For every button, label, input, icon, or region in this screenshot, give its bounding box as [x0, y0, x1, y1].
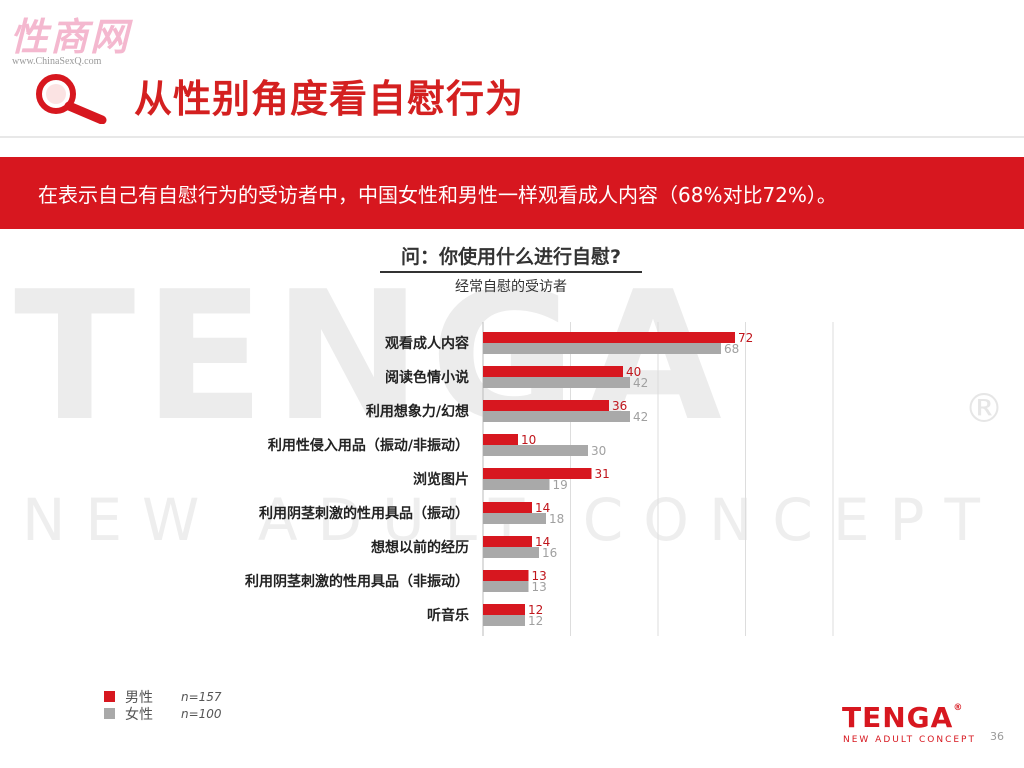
data-label: 13	[532, 580, 547, 594]
page-number: 36	[990, 730, 1004, 743]
data-label: 12	[528, 603, 543, 617]
data-label: 31	[595, 467, 610, 481]
bar-female	[483, 411, 630, 422]
legend-item-male: 男性 n=157	[104, 688, 222, 706]
tenga-logo-tagline: NEW ADULT CONCEPT	[843, 735, 976, 745]
legend-swatch-female	[104, 708, 115, 719]
data-label: 42	[633, 376, 648, 390]
bar-male	[483, 332, 735, 343]
data-label: 72	[738, 331, 753, 345]
bar-male	[483, 570, 529, 581]
bar-male	[483, 468, 592, 479]
magnifier-icon	[36, 74, 107, 124]
title-divider	[0, 136, 1024, 138]
chart-question: 问：你使用什么进行自慰?	[380, 242, 642, 273]
watermark-url: www.ChinaSexQ.com	[12, 56, 102, 67]
data-label: 18	[549, 512, 564, 526]
tenga-logo-mark: ®	[953, 703, 964, 713]
bar-male	[483, 400, 609, 411]
data-label: 10	[521, 433, 536, 447]
data-label: 19	[553, 478, 568, 492]
category-label: 利用想象力/幻想	[366, 403, 469, 420]
background-registered-mark: ®	[964, 386, 1004, 432]
page-title: 从性别角度看自慰行为	[134, 77, 525, 121]
summary-banner: 在表示自己有自慰行为的受访者中，中国女性和男性一样观看成人内容（68%对比72%…	[0, 157, 1024, 229]
data-label: 14	[535, 535, 550, 549]
category-label: 想想以前的经历	[370, 539, 469, 556]
bar-female	[483, 547, 539, 558]
category-label: 听音乐	[427, 607, 469, 624]
watermark-site-name: 性商网	[10, 14, 131, 59]
data-label: 40	[626, 365, 641, 379]
data-label: 12	[528, 614, 543, 628]
legend-sample-size-male: n=157	[181, 689, 222, 704]
data-label: 16	[542, 546, 557, 560]
data-label: 42	[633, 410, 648, 424]
data-label: 30	[591, 444, 606, 458]
bar-female	[483, 377, 630, 388]
data-label: 13	[532, 569, 547, 583]
bar-female	[483, 615, 525, 626]
legend-item-female: 女性 n=100	[104, 705, 222, 723]
bar-male	[483, 366, 623, 377]
bar-male	[483, 604, 525, 615]
bar-female	[483, 581, 529, 592]
category-label: 浏览图片	[413, 471, 469, 488]
bar-female	[483, 343, 721, 354]
data-label: 36	[612, 399, 627, 413]
legend-label-male: 男性	[125, 689, 153, 706]
summary-banner-text: 在表示自己有自慰行为的受访者中，中国女性和男性一样观看成人内容（68%对比72%…	[38, 183, 837, 207]
legend-swatch-male	[104, 691, 115, 702]
category-label: 利用阴茎刺激的性用具品（非振动）	[245, 573, 469, 590]
legend-sample-size-female: n=100	[181, 706, 222, 721]
bar-female	[483, 513, 546, 524]
category-label: 利用性侵入用品（振动/非振动）	[268, 437, 469, 454]
category-label: 观看成人内容	[385, 335, 469, 352]
bar-male	[483, 434, 518, 445]
tenga-logo-text: TENGA	[842, 701, 954, 734]
bar-female	[483, 479, 550, 490]
legend-label-female: 女性	[125, 706, 153, 723]
bar-male	[483, 536, 532, 547]
bar-female	[483, 445, 588, 456]
category-label: 利用阴茎刺激的性用具品（振动）	[259, 505, 469, 522]
chart-legend: 男性 n=157 女性 n=100	[104, 688, 222, 723]
data-label: 14	[535, 501, 550, 515]
data-label: 68	[724, 342, 739, 356]
category-label: 阅读色情小说	[385, 369, 469, 386]
chart-subtitle: 经常自慰的受访者	[455, 279, 567, 295]
tenga-logo: TENGA®	[842, 704, 963, 732]
bar-male	[483, 502, 532, 513]
